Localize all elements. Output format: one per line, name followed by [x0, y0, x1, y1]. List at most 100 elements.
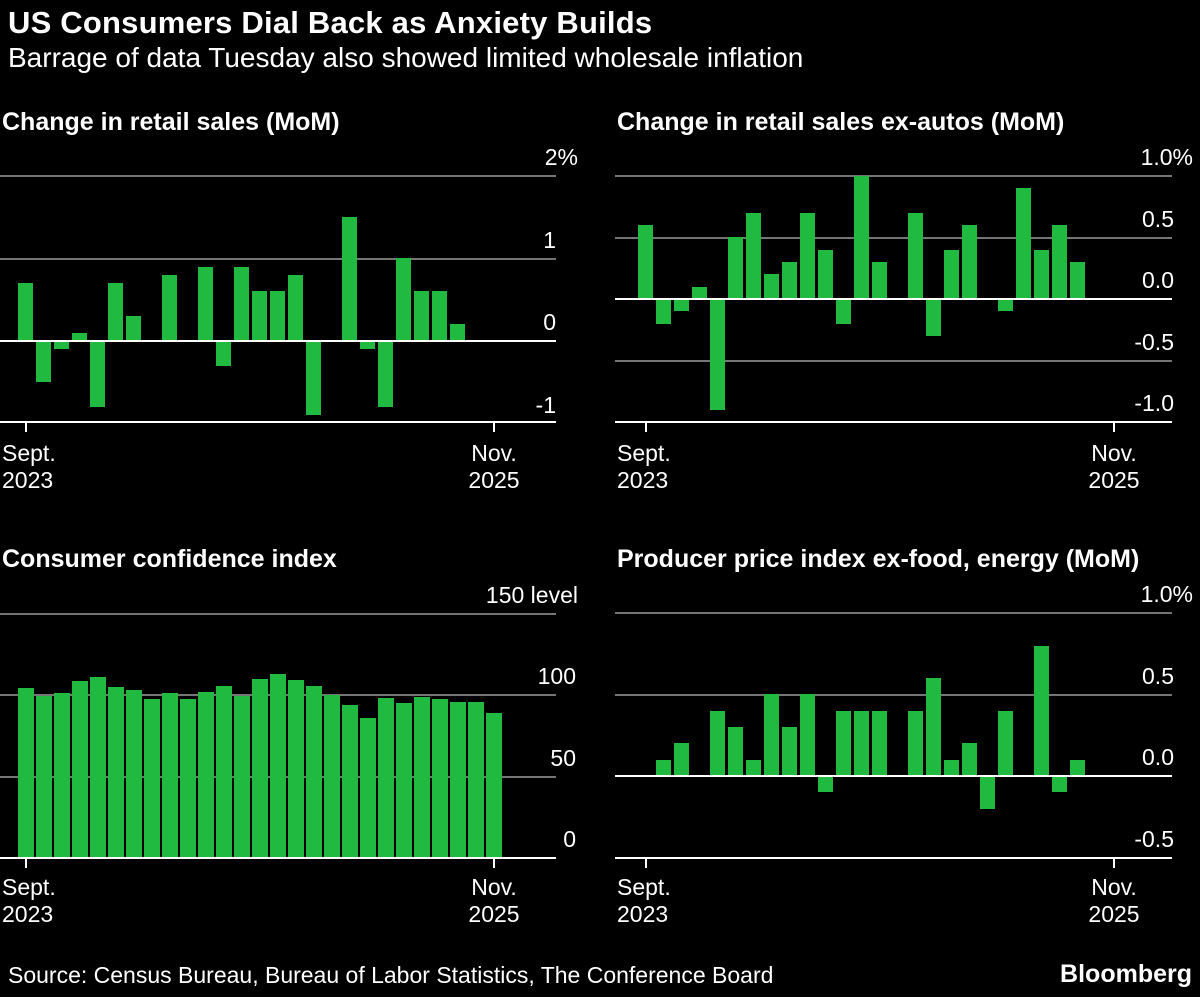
- bar-Sep 2024: [234, 696, 250, 858]
- y-axis-label: 1.0%: [1140, 144, 1193, 170]
- bar-Sep 2025: [450, 702, 466, 858]
- bar-May 2025: [998, 299, 1013, 311]
- bar-Apr 2025: [360, 341, 375, 349]
- y-axis-label: -0.5: [1134, 329, 1174, 355]
- bar-Dec 2024: [288, 680, 304, 858]
- x-axis-tick: [493, 859, 495, 868]
- x-axis-tick: [25, 423, 27, 432]
- bar-Dec 2024: [908, 711, 923, 776]
- bar-May 2024: [162, 275, 177, 341]
- bar-Jan 2024: [90, 341, 105, 407]
- zero-line: [0, 340, 556, 342]
- bar-Aug 2024: [216, 341, 231, 366]
- bloomberg-logo: Bloomberg: [1060, 960, 1192, 988]
- bar-Jan 2024: [90, 677, 106, 858]
- bar-May 2024: [782, 262, 797, 299]
- bar-Jun 2024: [800, 213, 815, 299]
- zero-line: [615, 298, 1172, 300]
- y-axis-label: 0.0: [1142, 744, 1174, 770]
- y-axis-label: 0.0: [1142, 267, 1174, 293]
- bar-Aug 2024: [836, 711, 851, 776]
- y-axis-label: -1.0: [1134, 390, 1174, 416]
- bar-Oct 2024: [252, 291, 267, 341]
- bar-Jun 2024: [800, 694, 815, 776]
- bar-Nov 2024: [270, 674, 286, 858]
- bar-Feb 2025: [944, 250, 959, 299]
- bar-Jan 2025: [926, 299, 941, 336]
- y-axis-label: 0.5: [1142, 663, 1174, 689]
- gridline-1.0%: [615, 612, 1172, 614]
- bar-Mar 2025: [962, 743, 977, 776]
- bar-Dec 2023: [692, 287, 707, 299]
- bar-Aug 2025: [432, 699, 448, 858]
- bar-Oct 2024: [872, 262, 887, 299]
- bar-Sep 2024: [234, 267, 249, 341]
- page-subtitle: Barrage of data Tuesday also showed limi…: [8, 42, 804, 73]
- x-axis-line: [0, 421, 556, 423]
- bar-Oct 2023: [36, 341, 51, 382]
- y-axis-label: 1.0%: [1140, 581, 1193, 607]
- bar-Apr 2025: [980, 776, 995, 809]
- bar-Apr 2024: [764, 274, 779, 299]
- x-axis-tick: [1113, 859, 1115, 868]
- gridline-2%: [0, 175, 556, 177]
- bar-Nov 2023: [54, 693, 70, 858]
- bar-May 2024: [162, 693, 178, 858]
- bar-Jun 2025: [1016, 188, 1031, 299]
- x-tick-label-end: Nov. 2025: [468, 440, 520, 493]
- chart-title-retail-sales-ex-autos: Change in retail sales ex-autos (MoM): [617, 108, 1065, 136]
- bar-Aug 2025: [1052, 776, 1067, 792]
- chart-title-consumer-confidence: Consumer confidence index: [2, 545, 337, 573]
- bar-Nov 2024: [270, 291, 285, 341]
- x-tick-label-end: Nov. 2025: [468, 874, 520, 927]
- bar-Jul 2024: [198, 267, 213, 341]
- bar-Feb 2025: [944, 760, 959, 776]
- x-axis-line: [615, 421, 1172, 423]
- bar-Oct 2025: [468, 702, 484, 858]
- y-axis-label: 150 level: [485, 582, 578, 608]
- bar-May 2025: [378, 341, 393, 407]
- bar-Sep 2023: [18, 283, 33, 341]
- chart-title-retail-sales: Change in retail sales (MoM): [2, 108, 340, 136]
- bar-Jul 2025: [1034, 646, 1049, 776]
- bar-Jan 2025: [306, 686, 322, 858]
- bar-Nov 2023: [54, 341, 69, 349]
- bar-Feb 2024: [728, 237, 743, 299]
- chart-title-ppi-core: Producer price index ex-food, energy (Mo…: [617, 545, 1140, 573]
- bar-Jun 2025: [396, 258, 411, 341]
- y-axis-label: 2%: [544, 144, 578, 170]
- bar-Jan 2025: [306, 341, 321, 415]
- page-title: US Consumers Dial Back as Anxiety Builds: [8, 5, 653, 40]
- bar-Jul 2025: [414, 291, 429, 341]
- x-tick-label-start: Sept. 2023: [617, 874, 671, 927]
- x-tick-label-start: Sept. 2023: [617, 440, 671, 493]
- x-axis-tick: [1113, 423, 1115, 432]
- source-attribution: Source: Census Bureau, Bureau of Labor S…: [8, 962, 774, 988]
- zero-line: [615, 775, 1172, 777]
- bar-Jul 2024: [818, 250, 833, 299]
- gridline-1: [0, 258, 556, 260]
- y-axis-label: 0.5: [1142, 206, 1174, 232]
- bar-Feb 2024: [108, 687, 124, 858]
- bar-Oct 2023: [656, 760, 671, 776]
- bar-Aug 2024: [216, 686, 232, 858]
- bar-Oct 2024: [252, 679, 268, 858]
- bar-Feb 2024: [728, 727, 743, 776]
- bar-Sep 2023: [638, 225, 653, 299]
- gridline-0.5: [615, 694, 1172, 696]
- bar-Jul 2025: [1034, 250, 1049, 299]
- bar-May 2024: [782, 727, 797, 776]
- x-tick-label-start: Sept. 2023: [2, 874, 56, 927]
- bar-Mar 2024: [746, 213, 761, 299]
- x-tick-label-end: Nov. 2025: [1088, 874, 1140, 927]
- bar-Jun 2024: [180, 699, 196, 858]
- bar-Dec 2023: [72, 333, 87, 341]
- bar-Mar 2024: [746, 760, 761, 776]
- x-tick-label-start: Sept. 2023: [2, 440, 56, 493]
- bar-Apr 2024: [144, 699, 160, 858]
- x-tick-label-end: Nov. 2025: [1088, 440, 1140, 493]
- y-axis-label: -1: [535, 392, 556, 418]
- bar-Jan 2024: [710, 711, 725, 776]
- y-axis-label: 0: [563, 826, 576, 852]
- zero-line: [0, 857, 556, 859]
